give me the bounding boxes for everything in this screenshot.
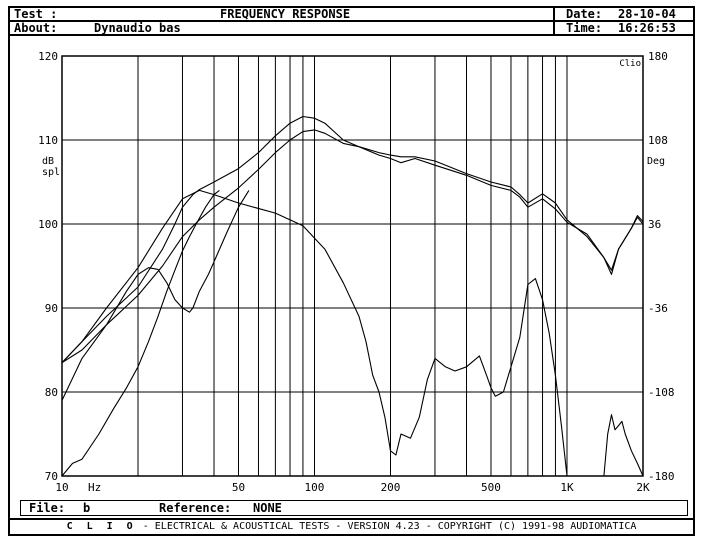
y2-tick-label: 36 [648, 218, 661, 231]
chart-series [61, 115, 644, 477]
header-bottom-border [8, 34, 695, 36]
y2-tick-label: 180 [648, 50, 668, 63]
test-label: Test : [14, 7, 58, 21]
about-label: About: [14, 21, 58, 35]
frequency-response-chart: 70 80 90 100 110 120 -180 -108 -36 36 108 180 10 50 10… [38, 50, 674, 494]
header: Test : FREQUENCY RESPONSE About: Dynaudi… [8, 6, 695, 36]
plot-border [61, 55, 644, 477]
x-tick-label: 200 [381, 481, 401, 494]
reference-value: NONE [253, 501, 282, 515]
x-tick-label: 1K [560, 481, 574, 494]
y-tick-label: 100 [38, 218, 58, 231]
series-line-3 [61, 189, 568, 477]
y2-tick-label: -108 [648, 386, 675, 399]
y2-tick-label: -180 [648, 470, 675, 483]
y-tick-label: 80 [45, 386, 58, 399]
x-tick-label: 10 [55, 481, 68, 494]
x-tick-label: 500 [481, 481, 501, 494]
y2-axis-label: Deg [647, 156, 665, 167]
x-tick-label: 50 [232, 481, 245, 494]
series-line-4 [61, 189, 220, 477]
brand-divider [8, 518, 695, 520]
y2-tick-label: -36 [648, 302, 668, 315]
chart-grid [61, 55, 644, 477]
page-title: FREQUENCY RESPONSE [220, 7, 351, 21]
y-tick-label: 90 [45, 302, 58, 315]
x-axis-unit: Hz [88, 481, 101, 494]
date-label: Date: [566, 7, 603, 21]
time-value: 16:26:53 [618, 21, 676, 35]
series-line-2 [61, 115, 644, 363]
brand-text: - ELECTRICAL & ACOUSTICAL TESTS - VERSIO… [142, 521, 637, 532]
series-line-6 [603, 414, 644, 477]
window-frame [8, 6, 695, 536]
y-axis-label: spl [42, 167, 60, 178]
x-tick-label: 100 [305, 481, 325, 494]
y2-tick-label: 108 [648, 134, 668, 147]
file-label: File: [29, 501, 66, 515]
x-tick-label: 2K [636, 481, 650, 494]
date-value: 28-10-04 [618, 7, 676, 21]
clio-logo: C L I O [66, 521, 137, 532]
corner-label: Clio [619, 59, 641, 69]
time-label: Time: [566, 21, 603, 35]
header-row-divider [8, 20, 695, 22]
y-axis-label: dB [42, 156, 54, 167]
file-value: b [83, 501, 91, 515]
chart-labels: 70 80 90 100 110 120 -180 -108 -36 36 108 180 10 50 10… [38, 50, 674, 494]
about-value: Dynaudio bas [94, 21, 181, 35]
series-line-5 [61, 190, 250, 401]
series-line-1 [61, 129, 644, 364]
y-tick-label: 70 [45, 470, 58, 483]
y-tick-label: 120 [38, 50, 58, 63]
reference-label: Reference: [159, 501, 232, 515]
brand-bar: C L I O - ELECTRICAL & ACOUSTICAL TESTS … [8, 518, 695, 536]
file-bar: File: b Reference: NONE [20, 500, 688, 516]
y-tick-label: 110 [38, 134, 58, 147]
